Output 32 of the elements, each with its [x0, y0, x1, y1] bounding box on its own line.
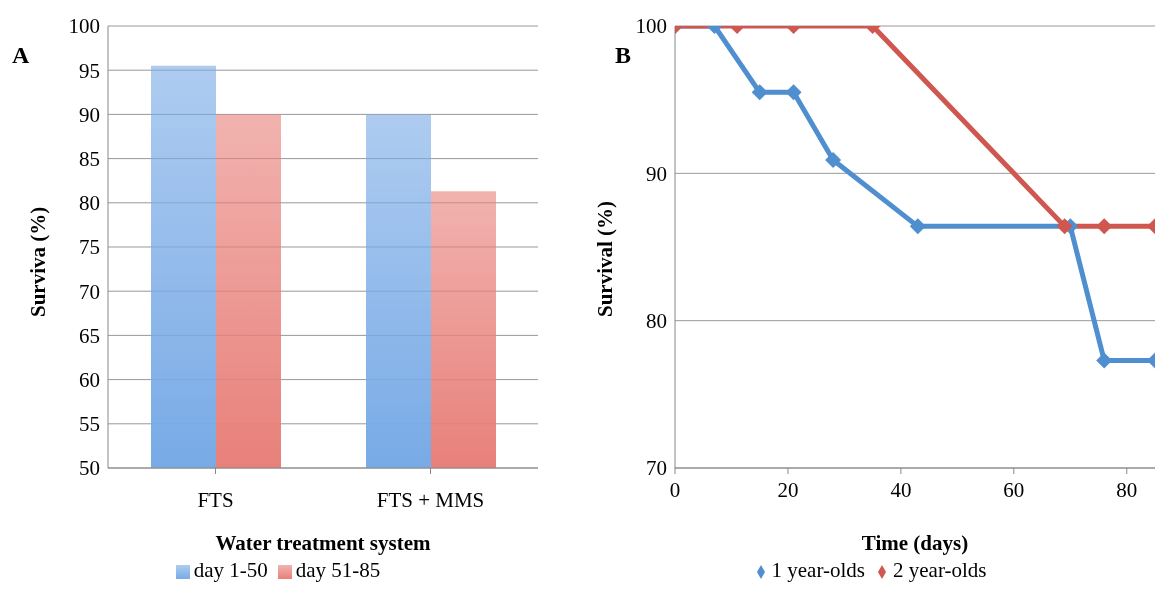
y-axis-title: Surviva (%) [26, 206, 51, 317]
legend-label: 1 year-olds [771, 558, 865, 582]
legend-label: 2 year-olds [893, 558, 987, 582]
y-tick-label: 100 [68, 14, 100, 39]
y-tick-label: 80 [79, 191, 100, 216]
y-tick-label: 70 [79, 279, 100, 304]
x-tick-label: 40 [890, 477, 912, 502]
y-tick-label: 55 [79, 412, 100, 437]
x-tick-label: 60 [1003, 477, 1025, 502]
x-tick-label: FTS + MMS [376, 487, 485, 512]
y-tick-label: 95 [79, 58, 100, 83]
y-axis-title: Survival (%) [593, 200, 618, 317]
y-tick-label: 85 [79, 147, 100, 172]
x-tick-label: FTS [197, 487, 234, 512]
y-tick-label: 75 [79, 235, 100, 260]
x-axis-title: Water treatment system [215, 531, 431, 555]
text: B [615, 42, 632, 69]
legend-label: day 51-85 [295, 558, 381, 582]
y-tick-label: 100 [635, 14, 667, 39]
text: A [12, 42, 30, 69]
y-tick-label: 60 [79, 368, 100, 393]
y-tick-label: 80 [646, 309, 667, 334]
x-axis-title: Time (days) [861, 531, 969, 555]
x-tick-label: 80 [1116, 477, 1138, 502]
x-tick-label: 20 [777, 477, 799, 502]
y-tick-label: 65 [79, 323, 100, 348]
legend-label: day 1-50 [193, 558, 268, 582]
y-tick-label: 90 [646, 161, 667, 186]
y-tick-label: 90 [79, 102, 100, 127]
y-tick-label: 50 [79, 456, 100, 481]
x-tick-label: 0 [669, 477, 681, 502]
y-tick-label: 70 [646, 456, 667, 481]
